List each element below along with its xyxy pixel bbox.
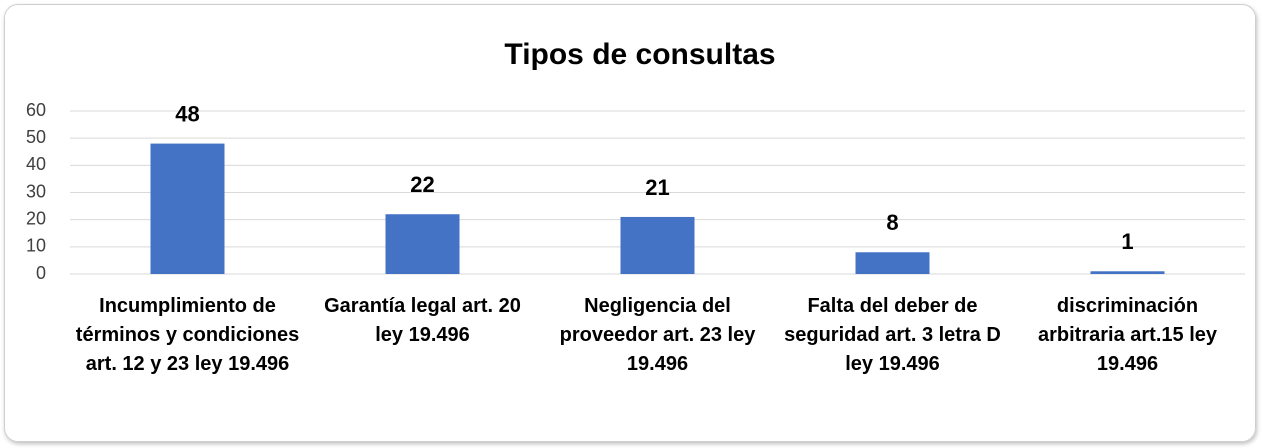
bar	[855, 252, 930, 274]
y-tick-label: 0	[36, 263, 46, 283]
data-label: 8	[886, 210, 898, 235]
data-label: 1	[1121, 229, 1133, 254]
bar	[385, 214, 460, 274]
y-tick-label: 10	[26, 236, 46, 256]
data-label: 22	[410, 172, 434, 197]
x-tick-label: Falta del deber de seguridad art. 3 letr…	[784, 295, 1001, 375]
data-label: 48	[175, 101, 199, 126]
bar	[620, 216, 695, 274]
y-tick-label: 20	[26, 208, 46, 228]
x-tick-label: Incumplimiento de términos y condiciones…	[75, 295, 300, 375]
data-label: 21	[645, 175, 669, 200]
y-tick-label: 60	[26, 100, 46, 120]
x-tick-label: discriminación arbitraria art.15 ley 19.…	[1038, 295, 1217, 375]
bar	[1090, 271, 1165, 274]
y-tick-label: 30	[26, 181, 46, 201]
bar	[150, 143, 225, 274]
x-tick-label: Negligencia del proveedor art. 23 ley 19…	[559, 295, 756, 375]
x-tick-label: Garantía legal art. 20 ley 19.496	[324, 295, 521, 346]
y-tick-label: 40	[26, 154, 46, 174]
chart-frame	[4, 4, 1256, 442]
y-tick-label: 50	[26, 127, 46, 147]
chart-title: Tipos de consultas	[504, 38, 775, 71]
